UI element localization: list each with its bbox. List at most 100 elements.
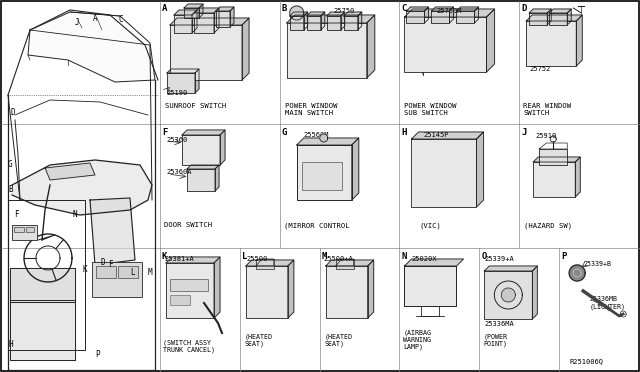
Text: D: D xyxy=(100,258,104,267)
Text: 25560M: 25560M xyxy=(304,132,329,138)
Polygon shape xyxy=(567,9,572,25)
Polygon shape xyxy=(358,12,362,30)
Polygon shape xyxy=(215,165,219,191)
Text: POWER WINDOW
SUB SWITCH: POWER WINDOW SUB SWITCH xyxy=(404,103,457,116)
Text: 25360A: 25360A xyxy=(166,169,191,175)
Bar xyxy=(96,266,116,278)
Polygon shape xyxy=(326,260,374,266)
Polygon shape xyxy=(297,138,359,145)
Polygon shape xyxy=(230,7,234,27)
Polygon shape xyxy=(431,7,454,11)
Text: (VIC): (VIC) xyxy=(419,222,442,228)
Polygon shape xyxy=(367,15,375,78)
Polygon shape xyxy=(288,260,294,318)
Polygon shape xyxy=(449,7,454,23)
Text: 25020X: 25020X xyxy=(412,256,437,262)
Polygon shape xyxy=(214,257,220,318)
Text: DOOR SWITCH: DOOR SWITCH xyxy=(164,222,212,228)
Text: H: H xyxy=(401,128,407,137)
Bar xyxy=(216,11,230,27)
Text: B: B xyxy=(8,185,13,194)
Text: K: K xyxy=(162,252,168,261)
Text: (MIRROR CONTROL: (MIRROR CONTROL xyxy=(284,222,349,228)
Bar xyxy=(170,25,242,80)
Polygon shape xyxy=(352,138,359,200)
Polygon shape xyxy=(192,10,197,33)
Text: POWER WINDOW
MAIN SWITCH: POWER WINDOW MAIN SWITCH xyxy=(285,103,337,116)
Polygon shape xyxy=(569,265,585,281)
Polygon shape xyxy=(484,266,538,271)
Text: 25339+A: 25339+A xyxy=(484,256,514,262)
Polygon shape xyxy=(214,8,219,33)
Bar xyxy=(166,263,214,318)
Polygon shape xyxy=(184,4,203,8)
Polygon shape xyxy=(12,160,152,215)
Text: L: L xyxy=(242,252,247,261)
Polygon shape xyxy=(412,132,483,139)
Bar xyxy=(184,8,199,18)
Bar xyxy=(12,225,37,240)
Polygon shape xyxy=(174,10,197,15)
Bar xyxy=(256,259,274,269)
Text: (HAZARD SW): (HAZARD SW) xyxy=(524,222,572,228)
Bar xyxy=(170,295,190,305)
Bar xyxy=(533,162,575,197)
Text: 25500+A: 25500+A xyxy=(324,256,353,262)
Text: REAR WINDOW
SWITCH: REAR WINDOW SWITCH xyxy=(524,103,572,116)
Text: C: C xyxy=(401,4,407,13)
Text: P: P xyxy=(561,252,566,261)
Polygon shape xyxy=(10,268,75,302)
Text: H: H xyxy=(8,340,13,349)
Polygon shape xyxy=(576,15,582,66)
Polygon shape xyxy=(501,288,515,302)
Polygon shape xyxy=(321,12,324,30)
Bar xyxy=(246,266,288,318)
Text: 25336MB: 25336MB xyxy=(589,296,617,302)
Polygon shape xyxy=(486,9,495,72)
Bar xyxy=(456,11,474,23)
Bar xyxy=(344,16,358,30)
Text: 25750M: 25750M xyxy=(436,8,462,14)
Polygon shape xyxy=(320,134,328,142)
Text: SUNROOF SWITCH: SUNROOF SWITCH xyxy=(165,103,227,109)
Polygon shape xyxy=(474,7,479,23)
Bar xyxy=(540,149,567,165)
Polygon shape xyxy=(532,266,538,319)
Text: 25500: 25500 xyxy=(247,256,268,262)
Text: L: L xyxy=(130,268,134,277)
Polygon shape xyxy=(304,12,308,30)
Bar xyxy=(335,259,354,269)
Polygon shape xyxy=(404,259,463,266)
Polygon shape xyxy=(90,198,135,265)
Polygon shape xyxy=(406,7,429,11)
Bar xyxy=(194,13,214,33)
Polygon shape xyxy=(28,12,155,82)
Polygon shape xyxy=(344,12,362,16)
Bar xyxy=(484,271,532,319)
Bar xyxy=(406,11,424,23)
Bar xyxy=(301,162,342,190)
Text: 25750: 25750 xyxy=(333,8,355,14)
Text: N: N xyxy=(401,252,407,261)
Polygon shape xyxy=(340,12,345,30)
Bar xyxy=(412,139,477,207)
Polygon shape xyxy=(526,15,582,21)
Polygon shape xyxy=(287,15,375,23)
Text: 25381+A: 25381+A xyxy=(164,256,194,262)
Text: K: K xyxy=(82,265,86,274)
Polygon shape xyxy=(166,257,220,263)
Polygon shape xyxy=(216,7,234,11)
Polygon shape xyxy=(290,6,304,20)
Polygon shape xyxy=(327,12,345,16)
Polygon shape xyxy=(404,9,495,17)
Text: (HEATED
SEAT): (HEATED SEAT) xyxy=(324,333,353,347)
Text: B: B xyxy=(282,4,287,13)
Text: 25336MA: 25336MA xyxy=(484,321,514,327)
Polygon shape xyxy=(182,130,225,135)
Bar xyxy=(182,135,220,165)
Bar xyxy=(26,227,34,232)
Text: 25339+B: 25339+B xyxy=(583,261,611,267)
Text: (AIRBAG
WARNING
LAMP): (AIRBAG WARNING LAMP) xyxy=(403,329,431,350)
Polygon shape xyxy=(10,300,75,360)
Polygon shape xyxy=(575,157,580,197)
